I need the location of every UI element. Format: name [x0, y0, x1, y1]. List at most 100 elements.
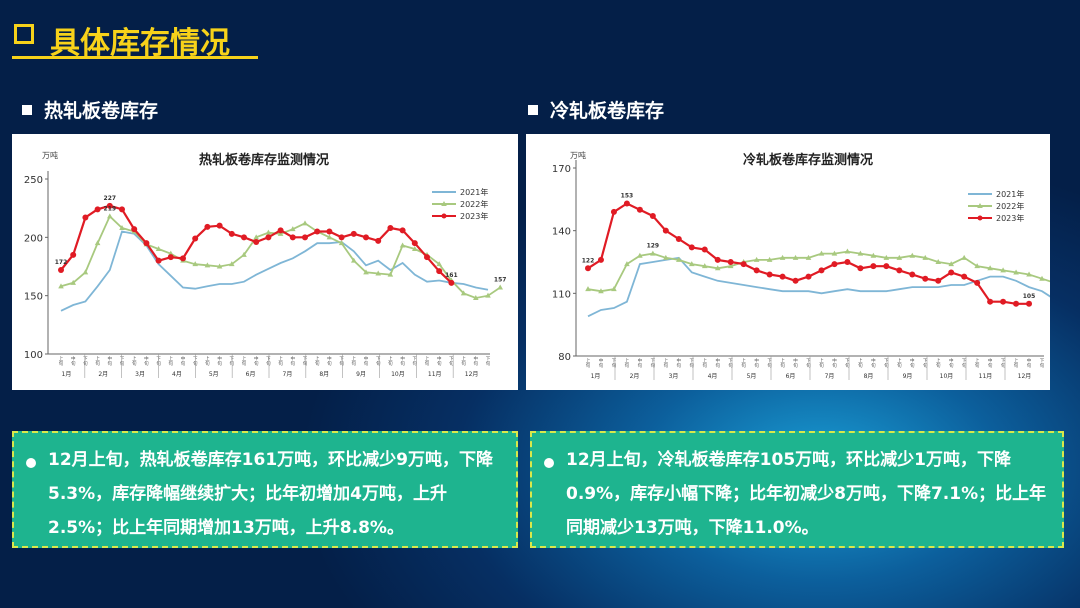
- series-point-y2022: [935, 259, 942, 264]
- x-period-tick-label: 中旬: [181, 355, 186, 367]
- x-period-tick-label: 下旬: [449, 356, 454, 367]
- x-period-tick-label: 上旬: [897, 357, 902, 369]
- series-point-y2023: [922, 275, 929, 282]
- cold-rolled-inventory-chart: 冷轧板卷库存监测情况万吨80110140170上旬中旬下旬上旬中旬下旬上旬中旬下…: [552, 150, 1050, 380]
- x-period-tick-label: 下旬: [303, 356, 308, 367]
- series-point-y2023: [585, 265, 591, 272]
- x-period-tick-label: 下旬: [413, 356, 418, 367]
- series-point-y2022: [58, 283, 64, 289]
- series-point-y2022: [585, 286, 591, 292]
- x-period-tick-label: 中旬: [638, 357, 643, 369]
- x-month-label: 9月: [903, 373, 913, 380]
- x-month-label: 10月: [391, 371, 405, 378]
- x-period-tick-label: 上旬: [388, 355, 393, 367]
- series-point-y2022: [277, 230, 284, 236]
- series-point-y2023: [935, 277, 942, 284]
- x-period-tick-label: 上旬: [819, 357, 824, 369]
- series-point-y2022: [497, 284, 503, 290]
- chart-title: 热轧板卷库存监测情况: [199, 152, 329, 168]
- series-point-y2023: [909, 271, 916, 278]
- series-point-y2022: [436, 261, 442, 267]
- x-period-tick-label: 下旬: [923, 358, 928, 369]
- series-point-y2023: [143, 240, 150, 247]
- x-period-tick-label: 上旬: [95, 355, 100, 367]
- y-tick-label: 250: [24, 175, 43, 186]
- x-period-tick-label: 中旬: [949, 357, 954, 369]
- series-point-y2022: [844, 248, 851, 254]
- series-point-y2023: [106, 202, 113, 209]
- x-period-tick-label: 中旬: [108, 355, 113, 367]
- x-period-tick-label: 下旬: [767, 358, 772, 369]
- x-period-tick-label: 上旬: [352, 355, 357, 367]
- series-point-y2022: [792, 254, 799, 260]
- series-point-y2022: [326, 234, 333, 240]
- series-point-y2023: [1000, 298, 1007, 305]
- right-chart-panel: 冷轧板卷库存监测情况 万吨 80 110 140 170 上旬 中旬 下旬 上旬 中旬 下旬 上旬 中旬下…: [526, 134, 1050, 390]
- y-tick-label: 100: [24, 350, 43, 361]
- series-point-y2022: [701, 263, 708, 269]
- series-point-y2023: [844, 259, 851, 265]
- x-month-label: 12月: [465, 371, 479, 378]
- series-point-y2022: [1039, 275, 1045, 281]
- series-point-y2023: [338, 234, 345, 241]
- x-period-tick-label: 下旬: [1001, 358, 1006, 369]
- series-point-y2023: [1013, 300, 1020, 307]
- series-point-y2023: [948, 269, 955, 276]
- series-point-y2023: [277, 227, 284, 234]
- series-point-y2023: [155, 257, 162, 264]
- series-point-y2022: [650, 250, 656, 256]
- x-month-label: 10月: [940, 373, 954, 380]
- series-point-y2023: [831, 261, 838, 268]
- series-point-y2023: [387, 225, 394, 231]
- x-month-label: 4月: [172, 371, 182, 378]
- series-point-y2022: [961, 254, 967, 260]
- data-label: 227: [104, 195, 117, 202]
- x-period-tick-label: 上旬: [132, 355, 137, 367]
- x-period-tick-label: 中旬: [715, 357, 720, 369]
- x-month-label: 9月: [356, 371, 366, 378]
- x-period-tick-label: 上旬: [315, 355, 320, 367]
- data-label: 219: [104, 205, 117, 212]
- series-point-y2022: [412, 246, 418, 251]
- series-point-y2022: [624, 261, 630, 267]
- x-period-tick-label: 下旬: [612, 358, 617, 369]
- series-point-y2022: [611, 286, 617, 292]
- y-tick-label: 200: [24, 233, 43, 244]
- x-period-tick-label: 中旬: [793, 357, 798, 369]
- series-point-y2022: [473, 295, 479, 300]
- x-period-tick-label: 上旬: [205, 355, 210, 367]
- x-period-tick-label: 上旬: [59, 355, 64, 367]
- series-point-y2022: [375, 270, 381, 276]
- x-period-tick-label: 下旬: [83, 356, 88, 367]
- x-month-label: 11月: [428, 371, 442, 378]
- series-point-y2022: [714, 265, 721, 271]
- x-period-tick-label: 下旬: [486, 356, 491, 367]
- series-point-y2023: [688, 244, 695, 251]
- series-point-y2022: [922, 254, 929, 260]
- x-period-tick-label: 上旬: [461, 355, 466, 367]
- series-point-y2022: [82, 269, 89, 275]
- series-point-y2023: [727, 259, 734, 265]
- series-point-y2023: [753, 267, 760, 274]
- series-point-y2022: [107, 213, 113, 219]
- x-period-tick-label: 中旬: [71, 355, 76, 367]
- x-month-label: 11月: [979, 373, 993, 380]
- series-point-y2022: [265, 229, 272, 235]
- x-period-tick-label: 下旬: [266, 356, 271, 367]
- series-point-y2022: [119, 225, 125, 230]
- series-point-y2022: [485, 292, 491, 298]
- legend-label-y2021: 2021年: [996, 189, 1024, 199]
- x-month-label: 8月: [319, 371, 329, 378]
- x-period-tick-label: 下旬: [120, 356, 125, 367]
- data-label: 161: [445, 272, 458, 279]
- series-point-y2023: [1026, 300, 1033, 307]
- x-period-tick-label: 中旬: [254, 355, 259, 367]
- x-period-tick-label: 中旬: [1027, 357, 1032, 369]
- series-point-y2022: [857, 250, 864, 256]
- series-point-y2023: [302, 234, 308, 241]
- x-month-label: 3月: [135, 371, 145, 378]
- series-point-y2023: [119, 206, 125, 213]
- x-period-tick-label: 中旬: [871, 357, 876, 369]
- series-point-y2023: [363, 234, 369, 241]
- series-point-y2022: [805, 254, 812, 260]
